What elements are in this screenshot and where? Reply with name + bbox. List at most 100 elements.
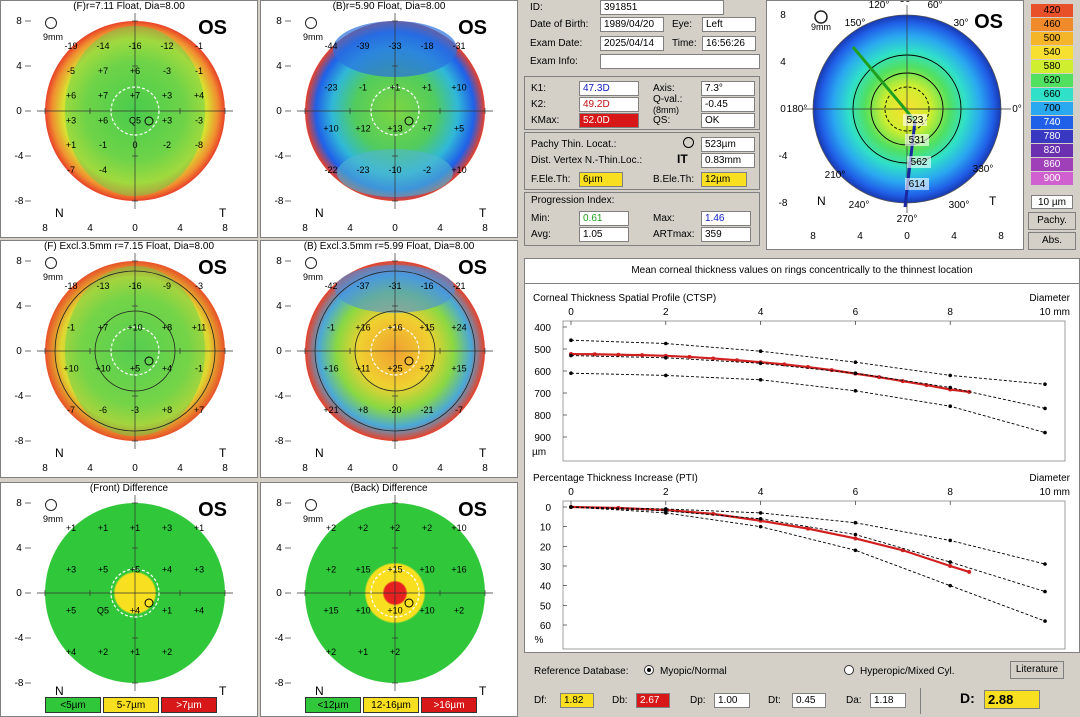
abs-button[interactable]: Abs. [1028,232,1076,250]
svg-text:-23: -23 [324,82,337,92]
svg-text:+2: +2 [454,606,464,616]
svg-text:8: 8 [222,223,228,233]
point-patient [734,358,739,363]
svg-text:4: 4 [177,223,183,233]
svg-text:+7: +7 [130,91,140,101]
y-axis-label: µm [532,447,546,458]
svg-text:8: 8 [998,231,1004,242]
elevation-map-back-excl[interactable]: -42 -37 -31 -16 -21 -1 +16 +16 +15 +24 +16 +11 +25 +2… [261,253,519,473]
max-field: 1.46 [701,211,751,226]
svg-text:+15: +15 [355,564,370,574]
angle-label: 0° [1012,104,1022,115]
point-patient [967,569,972,574]
svg-text:0: 0 [132,140,137,150]
point-lower [569,505,573,509]
map-title: (F)r=7.11 Float, Dia=8.00 [73,1,185,12]
bele-label: B.Ele.Th: [653,174,695,185]
map-panel-front-excl: (F) Excl.3.5mm r=7.15 Float, Dia=8.00 -18… [0,240,258,478]
magnifier-icon[interactable] [305,257,317,269]
svg-text:+3: +3 [66,564,76,574]
svg-text:+2: +2 [358,523,368,533]
svg-text:-7: -7 [67,405,75,415]
elevation-map-back-diff[interactable]: +2 +2 +2 +2 +10+2 +15 +15 +10 +16+15 +10 +10 +10 +2+… [261,495,519,695]
svg-text:+15: +15 [387,564,402,574]
svg-text:+15: +15 [419,322,434,332]
kmax-field: 52.0D [579,113,639,128]
magnifier-icon[interactable] [305,17,317,29]
point-lower [664,373,668,378]
pachy-button[interactable]: Pachy. [1028,212,1076,230]
x-tick-label: 2 [663,307,669,318]
elevation-map-back-float[interactable]: -44 -39 -33 -18 -31-23 -1 +1 +1 +10+10 +12 +13 +7 +5… [261,13,519,233]
point-lower [948,583,952,588]
scale-step-field[interactable]: 10 µm [1031,195,1073,209]
literature-button[interactable]: Literature [1010,661,1064,679]
y-tick-label: 30 [540,562,552,573]
x-axis-label: Diameter [1029,293,1070,304]
elevation-map-front-diff[interactable]: +1 +1 +1 +3 +1 +3 +5 +5 +4 +3 +5 Q5 +4 +1 +4 +4 +2 +1 +2 8 4… [1,495,259,695]
svg-text:-4: -4 [275,633,284,644]
svg-text:+4: +4 [66,647,76,657]
point-mean [948,560,952,564]
keratometry-panel: K1: 47.3D K2: 49.2D KMax: 52.0D Axis: 7.… [524,76,760,130]
point-upper [569,338,573,342]
x-tick-label: 2 [663,487,669,498]
map-size-label: 9mm [303,514,323,524]
svg-text:-8: -8 [275,196,284,207]
svg-text:8: 8 [16,256,22,267]
elevation-map-front-excl[interactable]: -18 -13 -16 -9 -3 -1 +7 +10 +8 +11 +10 +10 +5 +4 -1 -7 -… [1,253,259,473]
svg-text:+27: +27 [419,364,434,374]
exam-date-field[interactable]: 2025/04/14 [600,36,664,51]
id-field[interactable]: 391851 [600,0,724,15]
svg-text:8: 8 [222,463,228,473]
legend-item: <12µm [305,697,361,713]
db-label: Db: [612,695,628,706]
svg-text:-8: -8 [195,140,203,150]
svg-text:-8: -8 [275,436,284,447]
svg-text:-1: -1 [327,322,335,332]
svg-text:+1: +1 [422,82,432,92]
map-title: (Back) Difference [350,483,428,494]
svg-text:+2: +2 [326,523,336,533]
svg-text:4: 4 [276,543,282,554]
point-lower [1043,619,1047,623]
svg-text:0: 0 [132,463,138,473]
svg-text:8: 8 [42,223,48,233]
exam-info-field[interactable] [600,54,760,69]
dob-field[interactable]: 1989/04/20 [600,17,664,32]
svg-text:+2: +2 [98,647,108,657]
magnifier-icon[interactable] [45,17,57,29]
svg-text:8: 8 [42,463,48,473]
hyperopic-radio[interactable] [844,665,854,675]
map-title: (B)r=5.90 Float, Dia=8.00 [332,1,446,12]
svg-text:+13: +13 [387,124,402,134]
svg-text:-8: -8 [15,196,24,207]
myopic-label: Myopic/Normal [660,666,727,677]
svg-text:4: 4 [437,463,443,473]
reference-panel: Reference Database: Myopic/Normal Hypero… [524,656,1080,684]
time-field[interactable]: 16:56:26 [702,36,756,51]
magnifier-icon[interactable] [45,499,57,511]
magnifier-icon[interactable] [305,499,317,511]
svg-text:+10: +10 [451,82,466,92]
svg-text:-19: -19 [64,41,77,51]
art-field: 359 [701,227,751,242]
legend-item: >7µm [161,697,217,713]
svg-text:-5: -5 [67,66,75,76]
svg-text:0: 0 [904,231,910,242]
svg-text:-1: -1 [195,66,203,76]
elevation-map-front-float[interactable]: -19 -14 -16 -12 -1-5 +7 +6 -3 -1+6 +7 +7 +3 +4+3 +6 Q5… [1,13,259,233]
x-tick-label: 6 [853,487,859,498]
myopic-radio[interactable] [644,665,654,675]
avg-label: Avg: [531,229,551,240]
svg-text:0: 0 [276,588,282,599]
point-mean [758,361,763,366]
svg-text:4: 4 [16,543,22,554]
svg-text:+1: +1 [194,523,204,533]
pachymetry-map[interactable]: 120° 90° 60° 150° 30° 180° 0° 210° 330° 240° 270° 3… [767,0,1025,251]
angle-label: 30° [953,18,968,29]
eye-field[interactable]: Left [702,17,756,32]
svg-text:+2: +2 [326,647,336,657]
svg-text:+7: +7 [194,405,204,415]
magnifier-icon[interactable] [45,257,57,269]
